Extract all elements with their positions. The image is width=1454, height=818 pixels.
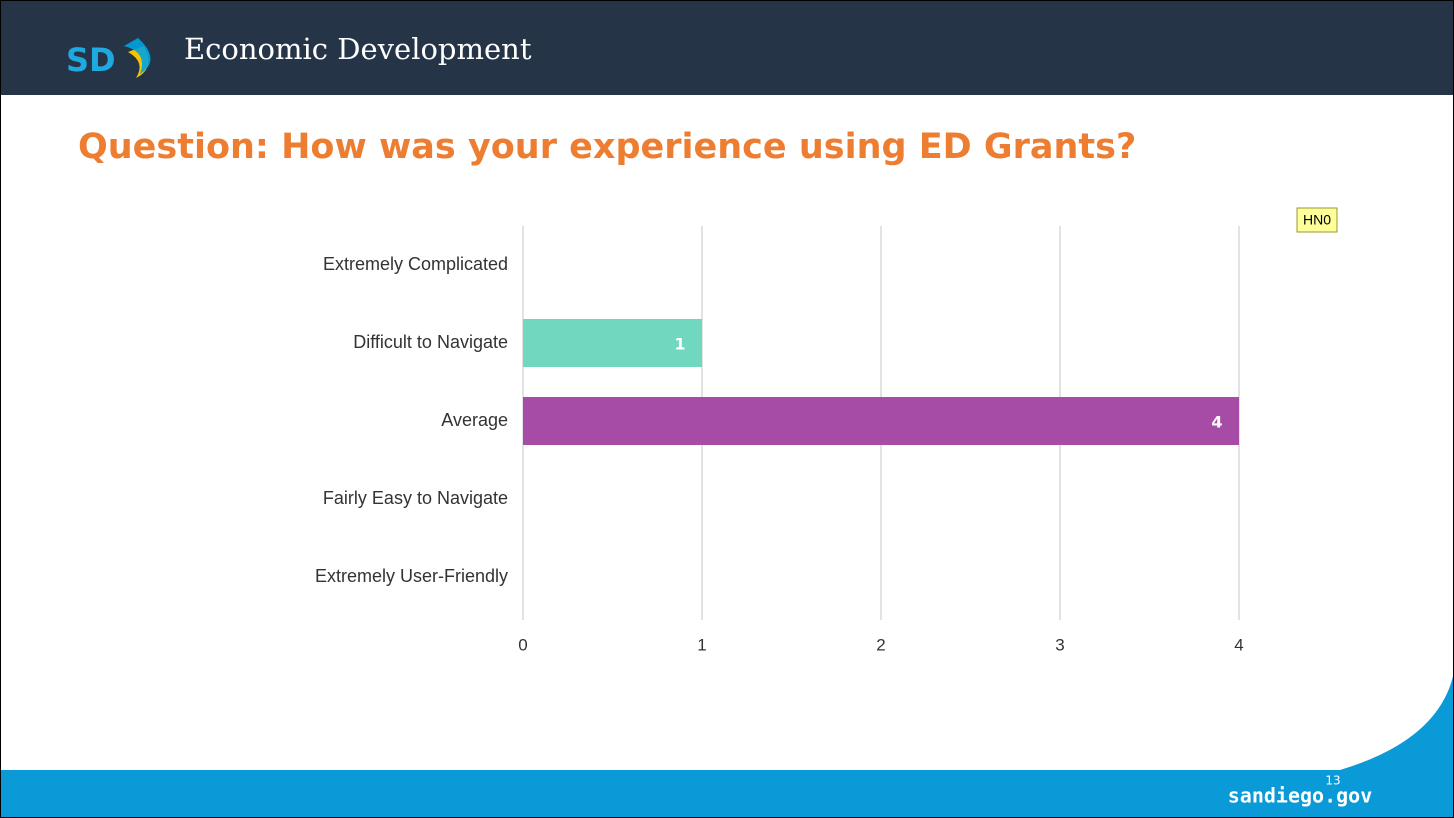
y-tick-label: Extremely User-Friendly [315, 566, 508, 586]
x-tick-label: 4 [1234, 635, 1243, 654]
header-bar [0, 0, 1454, 95]
x-tick-label: 3 [1055, 635, 1064, 654]
y-tick-label: Difficult to Navigate [353, 332, 508, 352]
page-number: 13 [1325, 774, 1340, 788]
footer-band [0, 672, 1454, 818]
x-tick-label: 2 [876, 635, 885, 654]
logo: SD [66, 41, 116, 79]
y-tick-label: Extremely Complicated [323, 254, 508, 274]
y-tick-label: Average [441, 410, 508, 430]
slide-title: Question: How was your experience using … [78, 127, 1136, 167]
bar [523, 397, 1239, 445]
annotation-box [1296, 207, 1338, 233]
data-label: 1 [674, 335, 685, 354]
y-tick-label: Fairly Easy to Navigate [323, 488, 508, 508]
footer-site: sandiego.gov [1228, 784, 1373, 808]
logo-swoosh [124, 38, 151, 74]
bar [523, 319, 702, 367]
x-tick-label: 1 [697, 635, 706, 654]
header-title: Economic Development [184, 32, 532, 66]
x-tick-label: 0 [518, 635, 527, 654]
data-label: 4 [1211, 413, 1222, 432]
annotation: HN0 [1303, 212, 1331, 228]
chart: 0 1 2 3 4 Extremely Complicated Difficult to N… [315, 226, 1244, 654]
